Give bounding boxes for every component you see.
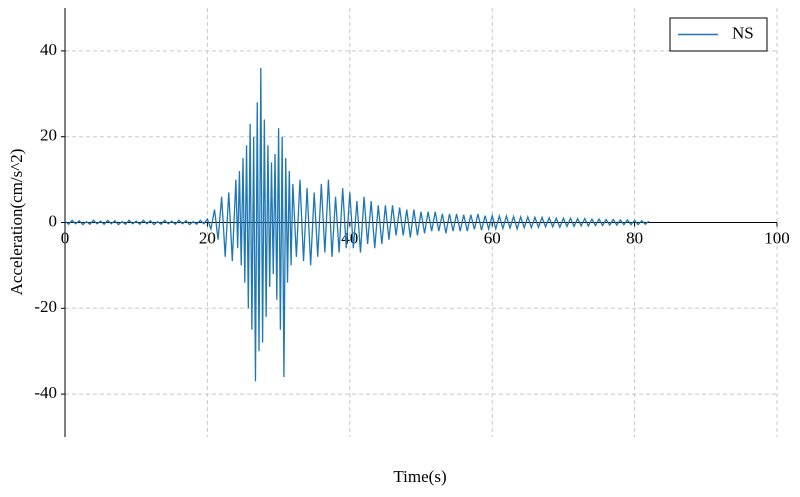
y-tick-label: 40	[40, 40, 57, 59]
x-tick-label: 100	[764, 228, 790, 247]
legend: NS	[669, 17, 768, 52]
y-tick-label: 0	[49, 211, 58, 230]
data-line	[64, 68, 650, 382]
x-tick-label: 60	[484, 228, 501, 247]
y-tick-label: 20	[40, 126, 57, 145]
y-tick-label: -40	[34, 383, 57, 402]
x-tick-label: 80	[626, 228, 643, 247]
y-axis-label: Acceleration(cm/s^2)	[7, 149, 26, 296]
x-axis-label: Time(s)	[393, 467, 446, 486]
legend-label: NS	[732, 23, 754, 42]
y-tick-label: -20	[34, 297, 57, 316]
x-tick-label: 20	[199, 228, 216, 247]
x-tick-label: 40	[341, 228, 358, 247]
